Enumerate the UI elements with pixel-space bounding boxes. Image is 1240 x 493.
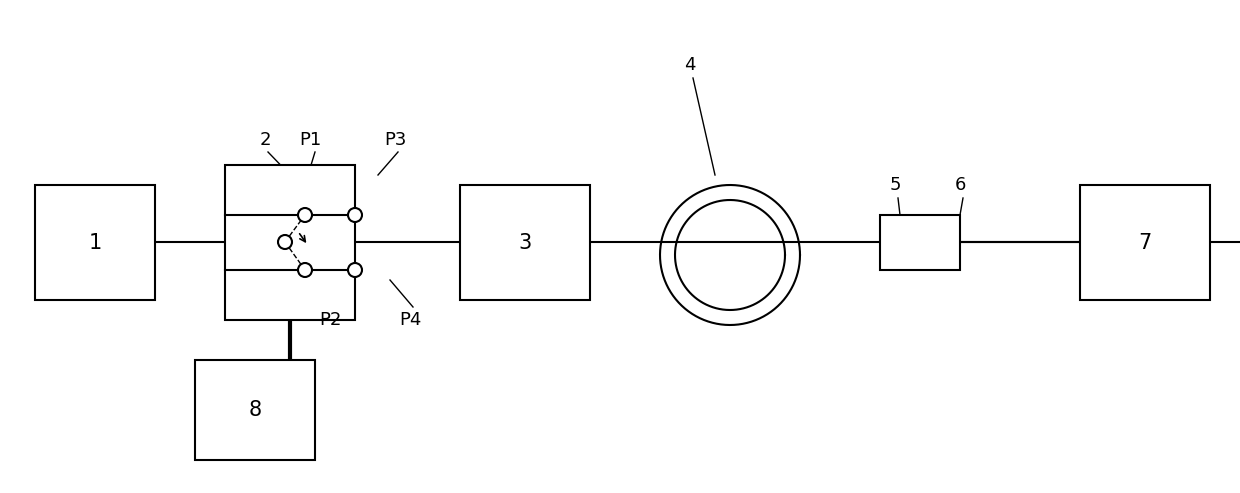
Bar (880, 215, 960, 270)
Text: 2: 2 (259, 131, 270, 149)
Circle shape (298, 208, 312, 222)
Text: 7: 7 (1138, 233, 1152, 253)
Circle shape (348, 208, 362, 222)
Text: 4: 4 (684, 56, 696, 74)
Bar (195, 360, 315, 460)
Circle shape (348, 263, 362, 277)
Bar (1080, 185, 1210, 300)
Bar (35, 185, 155, 300)
Text: 3: 3 (518, 233, 532, 253)
Text: P1: P1 (299, 131, 321, 149)
Bar (460, 185, 590, 300)
Circle shape (298, 263, 312, 277)
Bar (224, 165, 355, 320)
Text: 1: 1 (88, 233, 102, 253)
Text: 5: 5 (889, 176, 900, 194)
Text: P3: P3 (384, 131, 407, 149)
Text: P4: P4 (399, 311, 422, 329)
Text: 8: 8 (248, 400, 262, 420)
Text: P2: P2 (319, 311, 341, 329)
Text: 6: 6 (955, 176, 966, 194)
Circle shape (278, 235, 291, 249)
